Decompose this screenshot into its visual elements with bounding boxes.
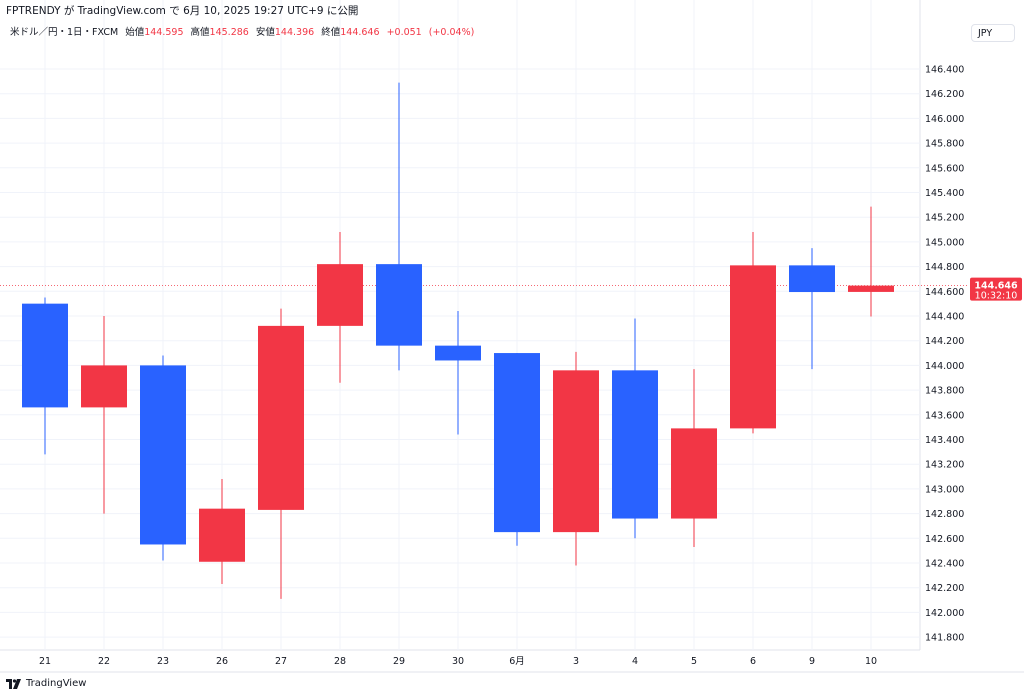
y-tick-label: 143.000 xyxy=(925,484,964,495)
y-tick-label: 144.400 xyxy=(925,312,964,323)
x-tick-label: 4 xyxy=(632,656,638,667)
y-tick-label: 143.200 xyxy=(925,460,964,471)
currency-button[interactable]: JPY xyxy=(971,24,1015,42)
y-tick-label: 145.800 xyxy=(925,139,964,150)
y-tick-label: 146.000 xyxy=(925,114,964,125)
candle-body xyxy=(376,264,422,346)
y-tick-label: 143.400 xyxy=(925,435,964,446)
x-tick-label: 6月 xyxy=(509,656,525,667)
x-tick-label: 23 xyxy=(157,656,169,667)
candle-body xyxy=(317,264,363,326)
y-tick-label: 142.600 xyxy=(925,534,964,545)
candle-body xyxy=(730,265,776,429)
change-percent: (+0.04%) xyxy=(428,27,475,38)
y-tick-label: 141.800 xyxy=(925,633,964,644)
x-tick-label: 29 xyxy=(393,656,405,667)
x-tick-label: 26 xyxy=(216,656,228,667)
y-tick-label: 144.200 xyxy=(925,336,964,347)
open-label: 始値 xyxy=(125,27,145,38)
x-tick-label: 27 xyxy=(275,656,287,667)
candle-body xyxy=(258,325,304,510)
candle-body xyxy=(612,370,658,519)
x-tick-label: 22 xyxy=(98,656,110,667)
high-label: 高値 xyxy=(190,27,210,38)
candle-body xyxy=(671,428,717,519)
candle-body xyxy=(494,353,540,533)
candle-body xyxy=(199,508,245,562)
x-tick-label: 10 xyxy=(865,656,877,667)
candle-body xyxy=(81,365,127,408)
brand-text: TradingView xyxy=(26,678,87,689)
low-label: 安値 xyxy=(255,27,275,38)
y-tick-label: 143.600 xyxy=(925,410,964,421)
y-tick-label: 146.400 xyxy=(925,65,964,76)
tradingview-logo-icon xyxy=(6,678,21,689)
y-tick-label: 145.600 xyxy=(925,163,964,174)
y-tick-label: 145.200 xyxy=(925,213,964,224)
symbol-label[interactable]: 米ドル／円・1日・FXCM xyxy=(10,27,119,38)
last-price-value: 144.646 xyxy=(974,281,1018,292)
y-tick-label: 143.800 xyxy=(925,386,964,397)
candle-body xyxy=(848,285,894,292)
change-value: +0.051 xyxy=(386,27,422,38)
x-tick-label: 28 xyxy=(334,656,346,667)
close-value: 144.646 xyxy=(340,27,380,38)
footer-brand: TradingView xyxy=(6,678,86,689)
y-tick-label: 142.000 xyxy=(925,608,964,619)
x-tick-label: 3 xyxy=(573,656,579,667)
x-tick-label: 6 xyxy=(750,656,756,667)
y-tick-label: 142.400 xyxy=(925,559,964,570)
publisher-line: FPTRENDY が TradingView.com で 6月 10, 2025… xyxy=(6,5,359,17)
y-tick-label: 144.800 xyxy=(925,262,964,273)
y-tick-label: 142.800 xyxy=(925,509,964,520)
x-tick-label: 9 xyxy=(809,656,815,667)
x-tick-label: 21 xyxy=(39,656,51,667)
x-tick-label: 30 xyxy=(452,656,464,667)
y-tick-label: 146.200 xyxy=(925,89,964,100)
close-label: 終値 xyxy=(321,27,341,38)
candle-body xyxy=(140,365,186,545)
low-value: 144.396 xyxy=(274,27,315,38)
y-tick-label: 145.000 xyxy=(925,237,964,248)
candle-body xyxy=(789,265,835,293)
high-value: 145.286 xyxy=(209,27,249,38)
candle-body xyxy=(553,370,599,533)
y-tick-label: 142.200 xyxy=(925,583,964,594)
candle-body xyxy=(22,303,68,408)
last-price-badge xyxy=(970,277,1022,301)
bar-countdown: 10:32:10 xyxy=(975,291,1018,302)
x-tick-label: 5 xyxy=(691,656,697,667)
y-tick-label: 144.000 xyxy=(925,361,964,372)
y-tick-label: 144.600 xyxy=(925,287,964,298)
y-tick-label: 145.400 xyxy=(925,188,964,199)
candle-body xyxy=(435,345,481,361)
open-value: 144.595 xyxy=(144,27,184,38)
ohlc-legend: 米ドル／円・1日・FXCM 始値144.595 高値145.286 安値144.… xyxy=(10,24,478,38)
